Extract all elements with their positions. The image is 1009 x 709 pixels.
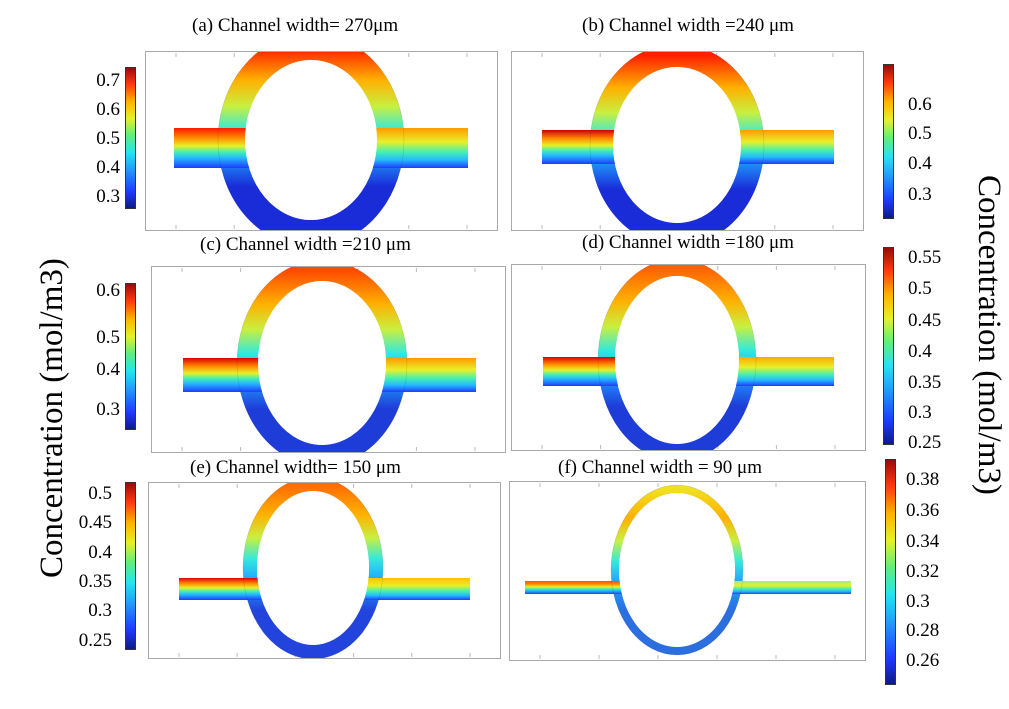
- geometry-svg: [525, 483, 851, 659]
- panel-f-plot: [509, 481, 866, 661]
- panel-f-title: (f) Channel width = 90 μm: [558, 457, 763, 478]
- panel-a-tick: 0.7: [96, 70, 120, 91]
- ring-channel: [243, 483, 383, 658]
- panel-b-tick: 0.3: [908, 184, 932, 205]
- panel-f-colorbar: [885, 459, 896, 685]
- panel-f-tick: 0.36: [906, 500, 940, 521]
- geometry-svg: [541, 52, 834, 230]
- panel-d-tick: 0.4: [908, 341, 932, 362]
- panel-a-colorbar: [125, 67, 136, 209]
- panel-b-title: (b) Channel width =240 μm: [582, 15, 794, 36]
- panel-e-plot: [148, 482, 501, 659]
- geometry-svg: [541, 265, 836, 450]
- panel-f-tick: 0.3: [906, 591, 930, 612]
- panel-d-plot: [511, 264, 866, 451]
- outlet-channel: [737, 130, 834, 164]
- panel-f-tick: 0.32: [906, 561, 940, 582]
- panel-a-tick: 0.3: [96, 186, 120, 207]
- panel-d-tick: 0.35: [908, 372, 942, 393]
- panel-c-tick: 0.6: [96, 280, 120, 301]
- panel-c-tick: 0.3: [96, 399, 120, 420]
- panel-d-tick: 0.45: [908, 310, 942, 331]
- panel-a-tick: 0.6: [96, 99, 120, 120]
- inlet-channel: [179, 578, 261, 600]
- outlet-channel: [382, 358, 476, 392]
- panel-f-tick: 0.26: [906, 650, 940, 671]
- geometry-svg: [178, 483, 471, 658]
- panel-e-colorbar: [125, 482, 136, 650]
- panel-d-title: (d) Channel width =180 μm: [582, 232, 794, 253]
- panel-e-tick: 0.25: [78, 630, 112, 651]
- inlet-channel: [525, 581, 623, 594]
- ring-channel: [611, 485, 743, 655]
- panel-c-colorbar: [125, 283, 136, 430]
- panel-c-plot: [151, 266, 506, 453]
- panel-a-tick: 0.4: [96, 157, 120, 178]
- panel-f-tick: 0.28: [906, 620, 940, 641]
- outlet-channel: [365, 578, 470, 600]
- panel-b-colorbar: [883, 64, 894, 219]
- inlet-channel: [543, 357, 619, 386]
- geometry-svg: [174, 52, 468, 230]
- outlet-channel: [373, 128, 468, 168]
- outlet-channel: [731, 581, 851, 594]
- panel-c-tick: 0.4: [96, 359, 120, 380]
- geometry-svg: [181, 267, 476, 452]
- left-axis-label: Concentration (mol/m3): [34, 258, 70, 578]
- panel-a-title: (a) Channel width= 270μm: [192, 15, 399, 36]
- panel-b-plot: [511, 51, 864, 231]
- right-axis-label: Concentration (mol/m3): [971, 175, 1007, 495]
- panel-c-tick: 0.5: [96, 327, 120, 348]
- panel-e-title: (e) Channel width= 150 μm: [190, 457, 401, 478]
- panel-d-tick: 0.3: [908, 402, 932, 423]
- panel-e-tick: 0.4: [88, 542, 112, 563]
- panel-c-title: (c) Channel width =210 μm: [200, 234, 411, 255]
- outlet-channel: [735, 357, 834, 386]
- panel-e-tick: 0.35: [78, 571, 112, 592]
- panel-a-tick: 0.5: [96, 128, 120, 149]
- panel-f-tick: 0.34: [906, 531, 940, 552]
- panel-b-tick: 0.6: [908, 94, 932, 115]
- panel-b-tick: 0.4: [908, 153, 932, 174]
- panel-e-tick: 0.3: [88, 600, 112, 621]
- panel-d-colorbar: [883, 247, 894, 445]
- panel-d-tick: 0.25: [908, 432, 942, 453]
- panel-a-plot: [145, 51, 498, 231]
- inlet-channel: [542, 130, 617, 164]
- inlet-channel: [183, 358, 262, 392]
- panel-d-tick: 0.5: [908, 278, 932, 299]
- panel-f-tick: 0.38: [906, 469, 940, 490]
- panel-d-tick: 0.55: [908, 247, 942, 268]
- inlet-channel: [174, 128, 249, 168]
- panel-b-tick: 0.5: [908, 123, 932, 144]
- panel-e-tick: 0.5: [88, 483, 112, 504]
- panel-e-tick: 0.45: [78, 512, 112, 533]
